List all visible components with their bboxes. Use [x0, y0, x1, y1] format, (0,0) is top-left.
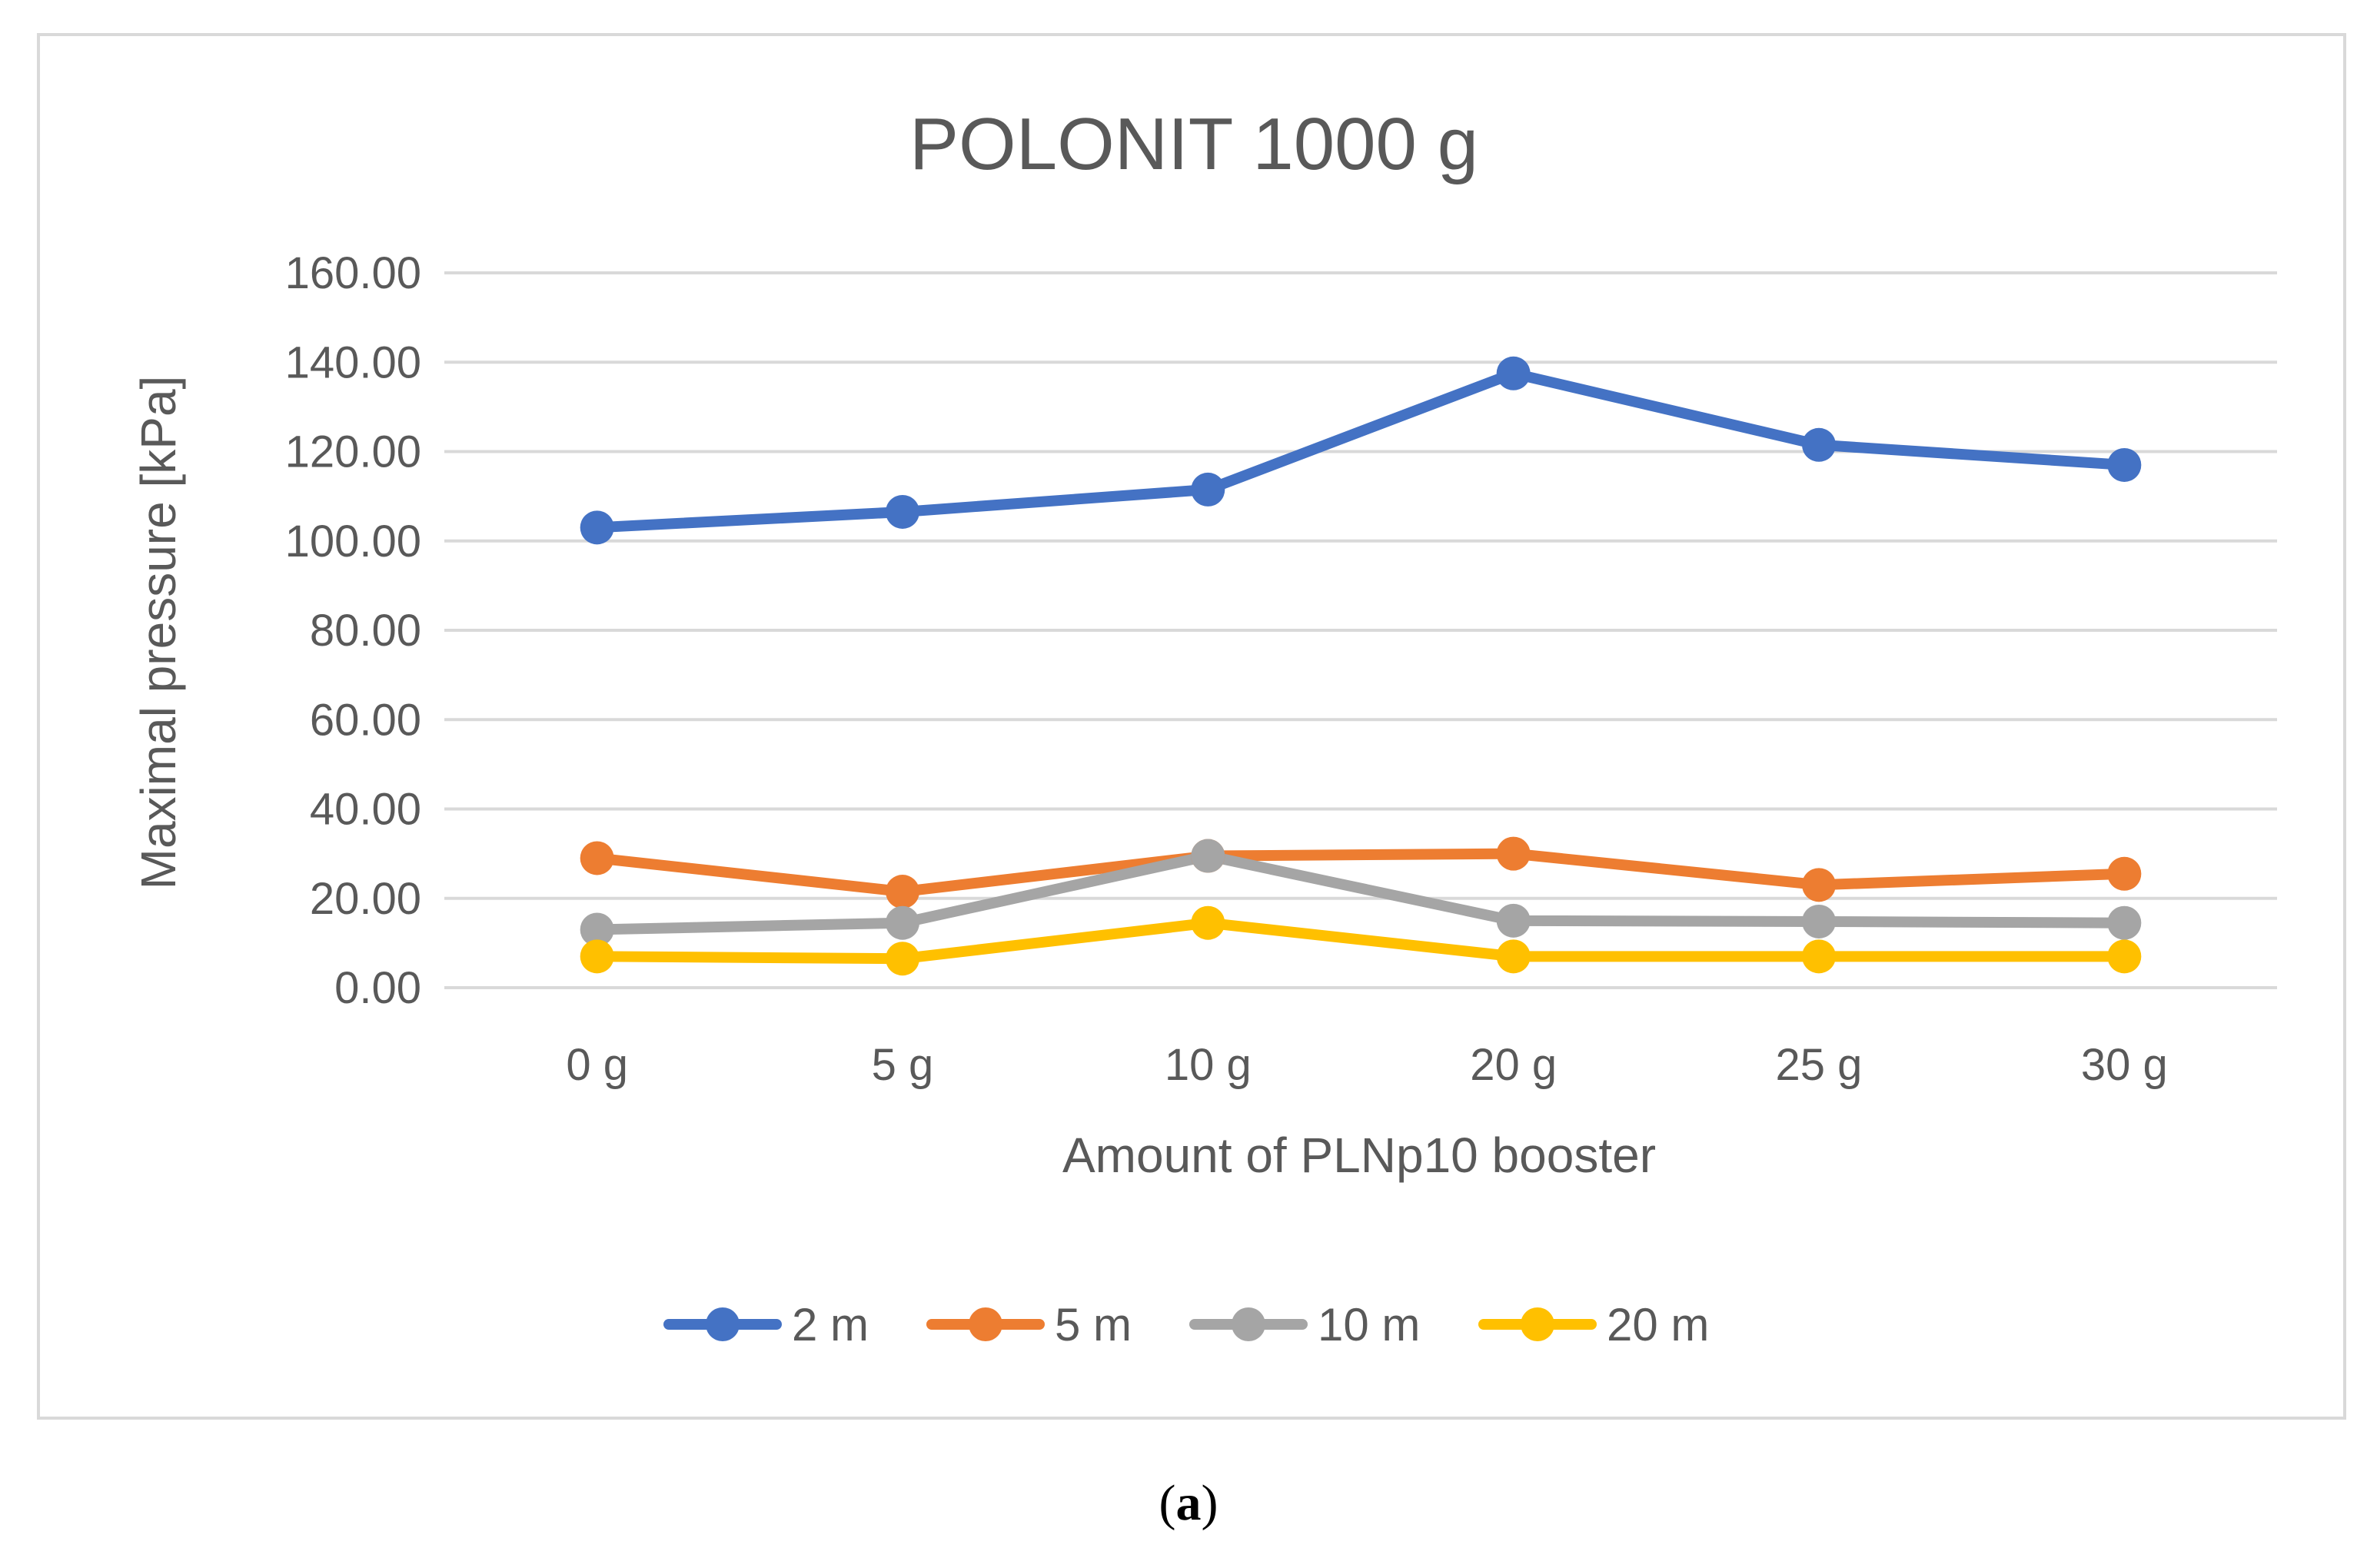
legend-label: 10 m	[1318, 1299, 1420, 1350]
series-lines	[591, 367, 2130, 965]
data-point-20m	[1191, 905, 1225, 940]
data-point-2m	[580, 510, 614, 545]
data-point-2m	[886, 494, 919, 529]
data-point-5m	[1496, 836, 1531, 871]
y-tick-label: 0.00	[334, 963, 421, 1013]
x-axis-title: Amount of PLNp10 booster	[1062, 1128, 1656, 1183]
y-tick-label: 100.00	[285, 517, 421, 566]
data-point-5m	[580, 841, 614, 875]
legend-label: 20 m	[1607, 1299, 1709, 1350]
series-line-10m	[591, 850, 2130, 935]
x-tick-label: 5 g	[872, 1040, 934, 1090]
data-point-2m	[2107, 447, 2142, 482]
y-axis-ticks: 0.00 20.00 40.00 60.00 80.00 100.00 120.00 140.…	[285, 248, 421, 1013]
data-point-20m	[886, 942, 919, 976]
caption-label: a	[1175, 1475, 1202, 1531]
y-axis-title: Maximal pressure [kPa]	[131, 376, 186, 890]
data-point-10m	[1802, 904, 1836, 938]
data-point-5m	[1802, 868, 1836, 902]
x-tick-label: 30 g	[2081, 1040, 2168, 1090]
data-point-10m	[886, 905, 919, 940]
data-point-10m	[1191, 839, 1225, 873]
data-point-2m	[1191, 472, 1225, 507]
chart-area-border	[37, 33, 2346, 1420]
data-point-20m	[1496, 939, 1531, 974]
legend: 2 m 5 m 10 m 20 m	[663, 1299, 1709, 1350]
data-point-10m	[1496, 903, 1531, 938]
legend-swatch-marker	[1232, 1307, 1265, 1341]
data-point-20m	[580, 939, 614, 974]
data-point-5m	[886, 875, 919, 909]
series-line-2m	[591, 367, 2130, 533]
series-line-20m	[591, 917, 2130, 965]
data-point-10m	[580, 912, 614, 947]
y-tick-label: 160.00	[285, 248, 421, 298]
data-point-2m	[1496, 356, 1531, 390]
x-tick-label: 25 g	[1776, 1040, 1863, 1090]
series-line-5m	[591, 848, 2130, 898]
legend-item: 5 m	[926, 1299, 1132, 1350]
legend-label: 5 m	[1055, 1299, 1132, 1350]
x-axis-ticks: 0 g 5 g 10 g 20 g 25 g 30 g	[566, 1040, 2167, 1090]
data-point-10m	[2107, 905, 2142, 940]
legend-swatch-marker	[1521, 1307, 1554, 1341]
legend-swatch-marker	[969, 1307, 1002, 1341]
y-tick-label: 140.00	[285, 337, 421, 387]
chart-title: POLONIT 1000 g	[909, 103, 1478, 185]
y-tick-label: 120.00	[285, 427, 421, 477]
data-point-20m	[1802, 939, 1836, 974]
legend-item: 2 m	[663, 1299, 869, 1350]
legend-swatch-marker	[706, 1307, 740, 1341]
y-tick-label: 60.00	[310, 695, 421, 745]
data-point-20m	[2107, 939, 2142, 974]
y-tick-label: 80.00	[310, 606, 421, 656]
series-markers	[580, 356, 2142, 976]
x-tick-label: 0 g	[566, 1040, 628, 1090]
y-tick-label: 40.00	[310, 785, 421, 835]
data-point-5m	[2107, 856, 2142, 891]
x-tick-label: 10 g	[1165, 1040, 1252, 1090]
legend-item: 10 m	[1189, 1299, 1420, 1350]
legend-label: 2 m	[792, 1299, 869, 1350]
legend-item: 20 m	[1478, 1299, 1709, 1350]
data-point-2m	[1802, 427, 1836, 462]
y-tick-label: 20.00	[310, 874, 421, 924]
x-tick-label: 20 g	[1470, 1040, 1557, 1090]
figure-caption: (a)	[1159, 1475, 1218, 1531]
